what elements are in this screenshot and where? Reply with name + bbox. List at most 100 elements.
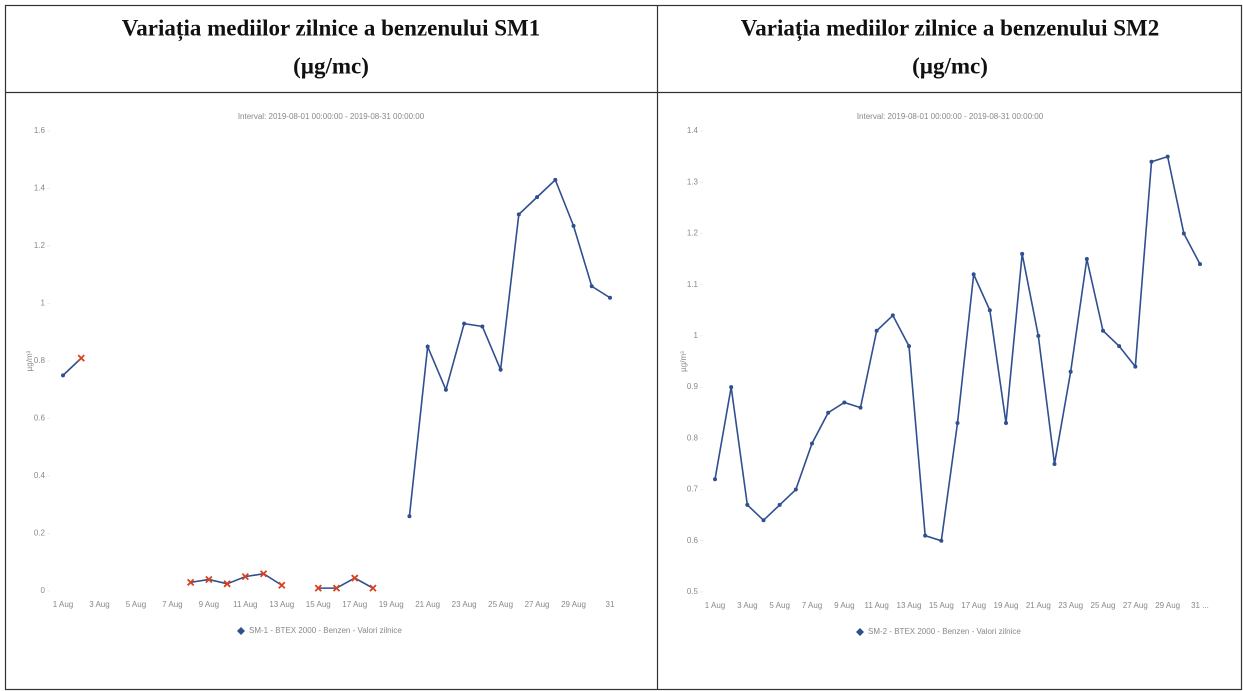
point [1036,333,1041,338]
x-tick-label: 11 Aug [233,600,257,609]
point [907,344,911,349]
point [810,441,814,446]
y-tick-label: 0 [41,586,46,595]
point [858,405,863,410]
point [1149,159,1154,164]
flagged-point [369,584,377,592]
point [1117,344,1122,349]
point [923,533,928,538]
y-axis-label: µg/m³ [25,350,34,371]
flagged-point [186,578,195,587]
y-tick-label: 0.7 [687,485,699,494]
chart-title-unit: (µg/mc) [912,53,988,78]
flagged-point [223,580,231,588]
point [407,514,412,519]
x-tick-label: 17 Aug [961,601,986,610]
x-tick-label: 3 Aug [89,600,109,609]
flagged-point [351,574,359,582]
point [425,344,430,349]
flagged-point [259,570,268,578]
x-tick-label: 15 Aug [306,600,331,609]
y-tick-label: 0.2 [34,529,46,538]
x-tick-label: 25 Aug [488,600,513,609]
point [1133,364,1138,369]
y-tick-label: 0.8 [34,356,46,365]
series-line [714,155,1201,542]
point [939,538,944,543]
y-tick-label: 1.6 [34,126,46,135]
x-tick-label: 3 Aug [737,601,757,610]
x-tick-label: 17 Aug [342,600,367,609]
point [608,295,612,300]
point [777,502,782,507]
y-tick-label: 1 [41,299,46,308]
chart-title-unit: (µg/mc) [293,53,369,78]
flagged-point [314,584,322,592]
x-tick-label: 13 Aug [269,600,294,609]
point [971,272,976,277]
x-tick-label: 27 Aug [525,600,550,609]
x-tick-label: 11 Aug [865,601,889,610]
point [955,420,960,425]
x-tick-label: 1 Aug [53,600,73,609]
point [713,477,717,482]
x-tick-label: 29 Aug [561,600,586,609]
x-tick-label: 31 ... [1191,601,1209,610]
point [1181,231,1186,236]
point [535,195,540,200]
x-tick-label: 9 Aug [199,600,219,609]
legend-label: SM-1 - BTEX 2000 - Benzen - Valori zilni… [249,626,402,635]
point [61,373,65,378]
x-tick-label: 21 Aug [415,600,440,609]
x-tick-label: 5 Aug [769,601,789,610]
legend-label: SM-2 - BTEX 2000 - Benzen - Valori zilni… [868,627,1021,636]
point [1165,154,1170,159]
point [1101,328,1105,333]
point [480,324,485,329]
point [498,367,503,372]
y-tick-label: 1.3 [687,177,699,186]
x-tick-label: 23 Aug [1058,601,1083,610]
flagged-point [77,354,85,362]
x-tick-label: 25 Aug [1091,601,1116,610]
point [571,223,576,228]
point [793,487,798,492]
point [761,518,766,523]
x-tick-label: 27 Aug [1123,601,1148,610]
y-tick-label: 1 [694,331,699,340]
chart-title: Variația mediilor zilnice a benzenului S… [122,15,540,41]
x-tick-label: 23 Aug [452,600,477,609]
x-tick-label: 13 Aug [897,601,922,610]
series-line [62,178,611,589]
point [842,400,847,405]
y-tick-label: 1.2 [687,229,699,238]
x-tick-label: 1 Aug [705,601,725,610]
point [1004,420,1008,425]
flagged-point [332,584,341,592]
x-tick-label: 15 Aug [929,601,954,610]
x-tick-label: 7 Aug [162,600,182,609]
chart-title: Variația mediilor zilnice a benzenului S… [741,15,1159,41]
point [1198,262,1202,267]
point [826,410,831,415]
point [516,212,521,217]
y-tick-label: 1.1 [687,280,699,289]
chart-subtitle: Interval: 2019-08-01 00:00:00 - 2019-08-… [238,112,425,121]
point [589,284,594,289]
table-border [4,4,1243,691]
x-tick-label: 31 [606,600,615,609]
x-tick-label: 29 Aug [1155,601,1180,610]
legend-marker [856,628,864,636]
point [890,313,895,318]
point [1020,251,1025,256]
x-tick-label: 19 Aug [994,601,1019,610]
y-tick-label: 0.8 [687,433,699,442]
y-tick-label: 0.6 [687,536,699,545]
y-tick-label: 0.5 [687,587,699,596]
point [874,328,879,333]
point [729,385,734,390]
point [443,387,448,392]
point [745,502,750,507]
x-tick-label: 9 Aug [834,601,854,610]
